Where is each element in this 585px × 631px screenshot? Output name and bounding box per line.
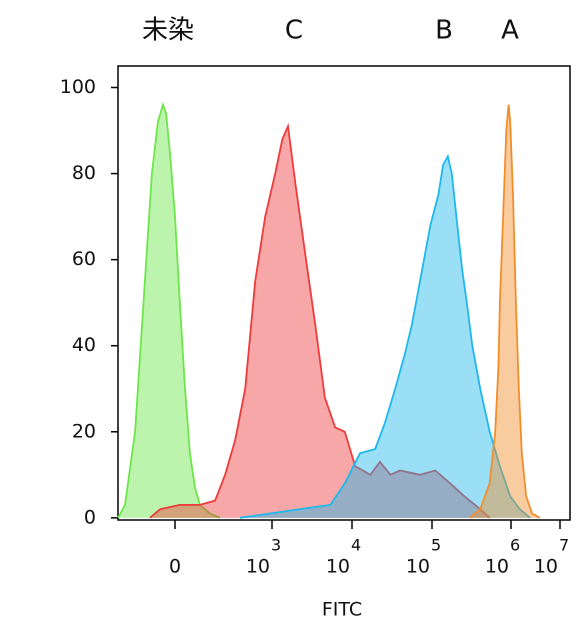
y-tick-label: 60 [72,248,96,270]
area-fill [118,104,220,518]
area-fill [150,126,490,518]
annotation: 未染 [142,16,194,46]
area-line [239,153,531,519]
x-tick-exponent: 5 [431,536,441,555]
x-tick-exponent: 6 [510,536,520,555]
x-tick-label: 10 [246,556,270,578]
area-line [149,122,491,519]
y-tick-label: 80 [72,162,96,184]
area-line [469,104,541,519]
y-tick-label: 0 [84,506,96,528]
x-tick-label: 10 [406,556,430,578]
x-tick-exponent: 4 [351,536,361,555]
y-tick-label: 40 [72,334,96,356]
x-tick-label: 0 [169,556,181,578]
area-fill [469,104,540,518]
plot-frame [117,65,571,521]
x-tick-exponent: 7 [559,536,569,555]
y-tick-label: 100 [60,76,96,98]
x-tick-label: 10 [326,556,350,578]
annotation: A [501,16,519,46]
x-axis-label: FITC [322,599,362,621]
x-tick-label: 10 [534,556,558,578]
annotation: C [285,16,303,46]
area-fill [240,156,531,518]
annotation: B [435,16,453,46]
area-line [117,101,221,519]
x-tick-exponent: 3 [271,536,281,555]
x-tick-label: 10 [485,556,509,578]
y-tick-label: 20 [72,420,96,442]
